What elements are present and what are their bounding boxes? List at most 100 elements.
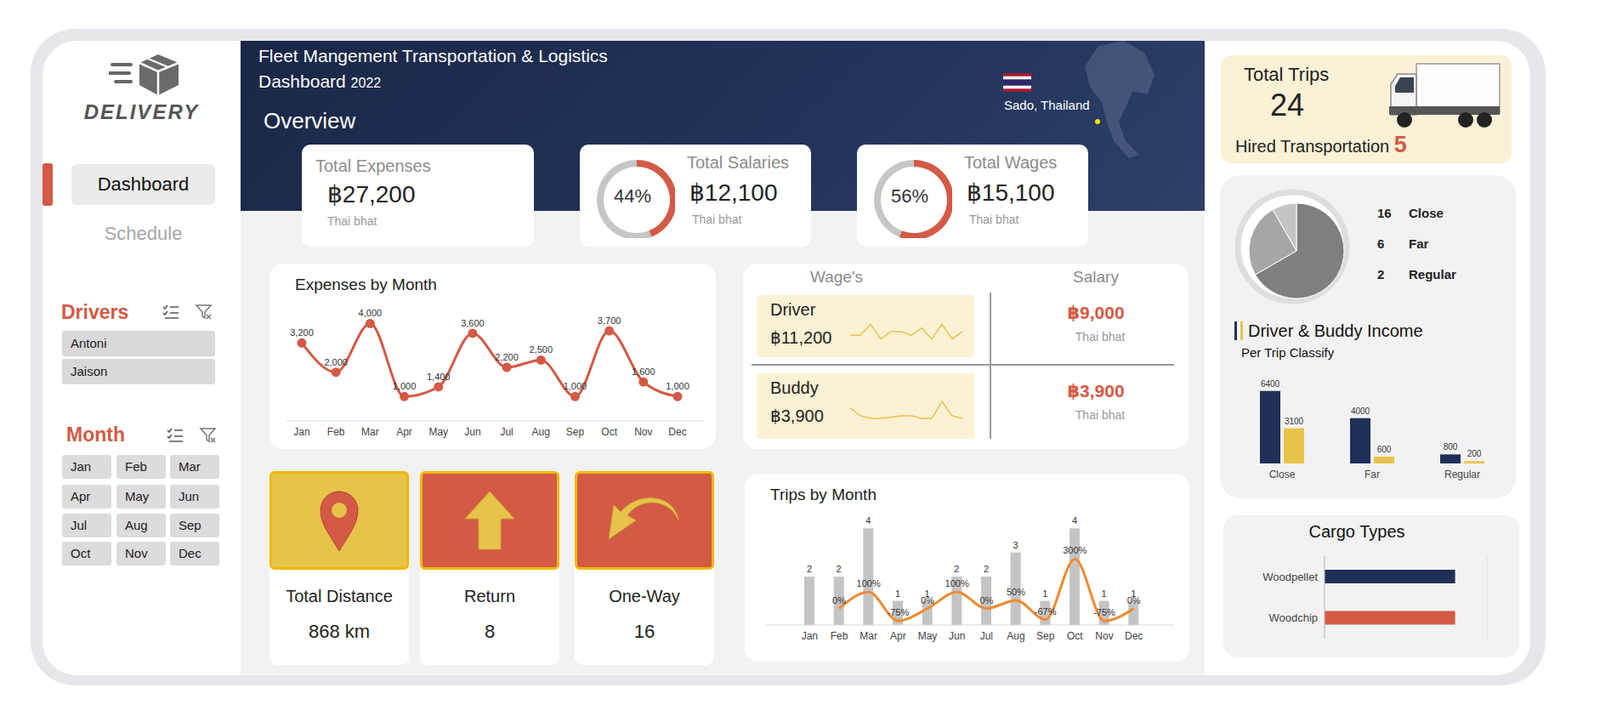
svg-text:Far: Far	[1364, 468, 1380, 481]
svg-text:3,200: 3,200	[289, 327, 314, 338]
svg-text:Apr: Apr	[890, 629, 907, 642]
html-text:Dashboard 2022: Dashboard 2022	[258, 71, 382, 91]
svg-text:Mar: Mar	[361, 425, 380, 438]
html-text:฿9,000: ฿9,000	[1067, 302, 1125, 323]
html-text:One-Way: One-Way	[608, 586, 681, 606]
html-text:Return: Return	[464, 586, 516, 606]
svg-text:Jul: Jul	[980, 629, 993, 642]
svg-text:4: 4	[865, 515, 871, 526]
svg-text:Woodpellet: Woodpellet	[1262, 570, 1318, 584]
html-text:44%: 44%	[613, 185, 652, 207]
svg-text:Dec: Dec	[1124, 629, 1143, 642]
svg-text:Sep: Sep	[566, 425, 585, 438]
svg-text:Jul: Jul	[499, 425, 513, 438]
html-text:Wage's: Wage's	[810, 267, 863, 286]
svg-text:3,700: 3,700	[597, 315, 622, 326]
svg-text:Jan: Jan	[293, 425, 310, 438]
svg-text:2,500: 2,500	[529, 344, 554, 355]
html-text:Overview: Overview	[263, 107, 356, 134]
html-text:Total Trips: Total Trips	[1243, 63, 1330, 86]
svg-text:-75%: -75%	[886, 607, 909, 618]
svg-text:800: 800	[1443, 442, 1459, 452]
html-text:24: 24	[1270, 87, 1305, 123]
svg-text:2,000: 2,000	[323, 357, 348, 368]
html-text:Total Distance: Total Distance	[285, 586, 393, 606]
html-text:Fleet Mangement Transportation: Fleet Mangement Transportation & Logisti…	[258, 45, 608, 66]
svg-text:4,000: 4,000	[358, 307, 383, 318]
svg-text:Apr: Apr	[396, 425, 413, 438]
svg-text:Dec: Dec	[668, 425, 687, 438]
svg-text:-67%: -67%	[1034, 606, 1057, 617]
html-text:Driver & Buddy Income: Driver & Buddy Income	[1248, 320, 1423, 340]
html-text:Total Salaries: Total Salaries	[686, 153, 790, 172]
svg-text:May: May	[918, 629, 938, 642]
svg-text:Jun: Jun	[948, 629, 965, 642]
html-text:฿3,900: ฿3,900	[1067, 380, 1125, 401]
html-text:Expenses by Month: Expenses by Month	[295, 275, 437, 294]
svg-text:-75%: -75%	[1093, 607, 1116, 618]
html-text:Schedule: Schedule	[104, 222, 183, 244]
svg-text:Regular: Regular	[1444, 468, 1481, 481]
svg-text:4: 4	[1072, 515, 1078, 526]
html-text:Total Wages: Total Wages	[964, 153, 1058, 172]
svg-text:200: 200	[1467, 448, 1482, 459]
svg-text:4000: 4000	[1350, 406, 1371, 416]
svg-text:1: 1	[895, 588, 901, 599]
svg-text:100%: 100%	[945, 578, 970, 589]
svg-text:Sep: Sep	[1036, 629, 1056, 642]
html-text:Cargo Types: Cargo Types	[1308, 521, 1405, 541]
svg-text:Nov: Nov	[1095, 629, 1113, 642]
svg-text:1,600: 1,600	[631, 366, 656, 377]
svg-text:Nov: Nov	[634, 425, 653, 438]
svg-text:Jun: Jun	[464, 425, 481, 438]
svg-text:1,000: 1,000	[392, 380, 417, 392]
svg-text:1,000: 1,000	[563, 380, 588, 392]
svg-text:6400: 6400	[1260, 379, 1281, 389]
html-text:Total Expenses: Total Expenses	[315, 156, 431, 176]
svg-text:Oct: Oct	[1066, 629, 1084, 642]
html-text:฿27,200: ฿27,200	[327, 181, 416, 208]
svg-text:300%: 300%	[1062, 544, 1087, 556]
html-text:56%: 56%	[890, 185, 929, 207]
svg-text:3100: 3100	[1284, 416, 1305, 426]
svg-text:0%: 0%	[979, 595, 993, 606]
svg-text:600: 600	[1377, 444, 1392, 454]
svg-text:Woodchip: Woodchip	[1268, 611, 1318, 625]
svg-text:May: May	[428, 425, 449, 438]
svg-text:1: 1	[1101, 588, 1107, 599]
svg-text:2: 2	[983, 563, 989, 574]
svg-text:3,600: 3,600	[460, 317, 485, 329]
svg-text:50%: 50%	[1006, 586, 1026, 597]
html-text:868 km: 868 km	[308, 620, 370, 642]
html-text:Hired Transportation 5: Hired Transportation 5	[1235, 131, 1407, 158]
html-text:Dashboard: Dashboard	[97, 173, 189, 195]
html-text:฿3,900: ฿3,900	[770, 406, 824, 426]
svg-text:Mar: Mar	[859, 629, 878, 642]
svg-text:0%: 0%	[1127, 595, 1141, 606]
svg-text:Aug: Aug	[1006, 629, 1025, 642]
svg-text:Aug: Aug	[532, 425, 551, 438]
svg-text:0%: 0%	[920, 595, 935, 606]
html-text:฿15,100: ฿15,100	[966, 179, 1055, 206]
svg-text:Feb: Feb	[327, 425, 346, 438]
html-text:16: 16	[634, 620, 655, 642]
svg-text:Oct: Oct	[601, 425, 618, 438]
html-text:Month: Month	[66, 423, 125, 446]
svg-text:Feb: Feb	[830, 629, 849, 642]
svg-text:1,400: 1,400	[426, 371, 451, 382]
svg-text:2: 2	[806, 563, 812, 574]
svg-text:Jan: Jan	[801, 629, 818, 642]
html-text:Drivers: Drivers	[61, 300, 129, 324]
html-text:Buddy: Buddy	[770, 378, 819, 398]
svg-text:Close: Close	[1269, 468, 1296, 481]
html-text:฿12,100: ฿12,100	[689, 179, 778, 206]
svg-text:3: 3	[1013, 539, 1019, 551]
svg-text:1: 1	[1042, 588, 1048, 599]
svg-text:100%: 100%	[856, 578, 881, 589]
svg-text:2: 2	[836, 563, 842, 574]
svg-text:2: 2	[953, 563, 959, 574]
svg-text:0%: 0%	[832, 595, 846, 606]
svg-text:2,200: 2,200	[494, 351, 519, 363]
html-text:DELIVERY: DELIVERY	[83, 100, 200, 124]
svg-text:1,000: 1,000	[665, 380, 690, 392]
